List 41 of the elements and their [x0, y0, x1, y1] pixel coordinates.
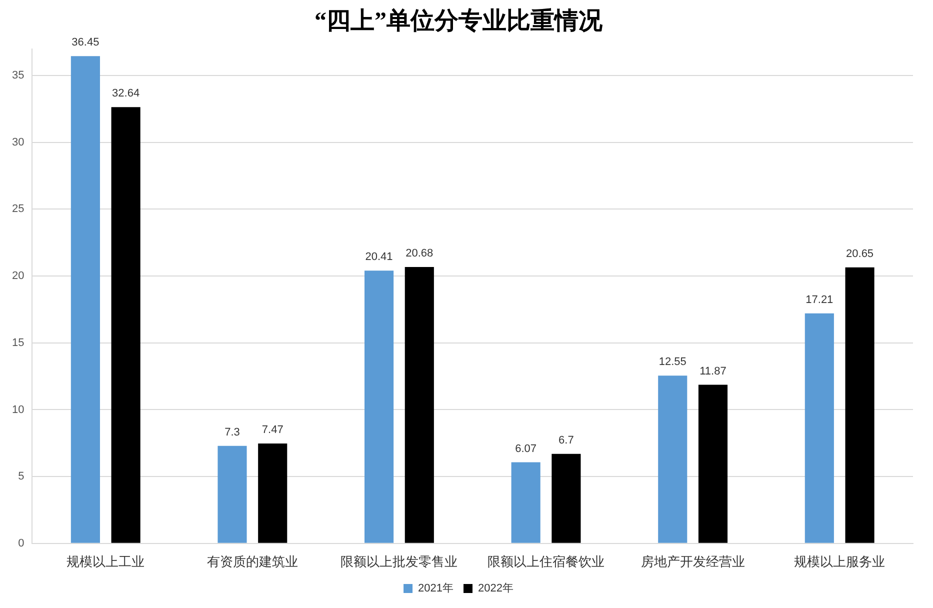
y-tick-label: 5 — [18, 470, 24, 483]
bar — [804, 313, 834, 543]
data-label: 20.68 — [406, 247, 434, 260]
bar — [552, 454, 581, 543]
data-label: 32.64 — [112, 88, 140, 100]
x-tick-label: 房地产开发经营业 — [640, 554, 745, 569]
y-tick-label: 0 — [18, 537, 24, 550]
y-tick-label: 20 — [12, 270, 24, 282]
y-tick-label: 15 — [12, 336, 24, 349]
bar — [404, 266, 434, 543]
bar — [658, 376, 688, 543]
data-label: 6.07 — [515, 442, 537, 455]
x-tick-label: 有资质的建筑业 — [206, 554, 298, 569]
y-tick-label: 25 — [12, 203, 24, 216]
bar — [218, 446, 247, 543]
data-label: 11.87 — [700, 365, 726, 378]
bar — [111, 107, 140, 543]
x-tick-label: 限额以上住宿餐饮业 — [488, 554, 605, 569]
bar — [511, 462, 540, 543]
legend-label: 2022年 — [478, 582, 514, 595]
data-label: 20.41 — [365, 251, 393, 264]
y-tick-label: 35 — [12, 70, 24, 82]
legend-label: 2021年 — [418, 582, 454, 595]
data-label: 12.55 — [658, 356, 686, 368]
x-tick-label: 规模以上工业 — [66, 554, 145, 569]
y-tick-label: 10 — [12, 404, 24, 416]
data-label: 7.47 — [262, 424, 284, 436]
data-label: 7.3 — [224, 426, 240, 438]
data-label: 20.65 — [846, 248, 874, 260]
x-tick-label: 规模以上服务业 — [794, 554, 886, 569]
chart-title: “四上”单位分专业比重情况 — [314, 8, 604, 35]
bar — [258, 444, 288, 543]
bar — [698, 384, 728, 543]
bar — [70, 56, 100, 543]
data-label: 17.21 — [806, 294, 834, 306]
bar — [845, 267, 874, 543]
bar — [364, 270, 394, 543]
y-tick-label: 30 — [12, 136, 24, 148]
data-label: 6.7 — [558, 434, 574, 446]
x-tick-label: 限额以上批发零售业 — [340, 554, 458, 569]
data-label: 36.45 — [72, 36, 100, 49]
